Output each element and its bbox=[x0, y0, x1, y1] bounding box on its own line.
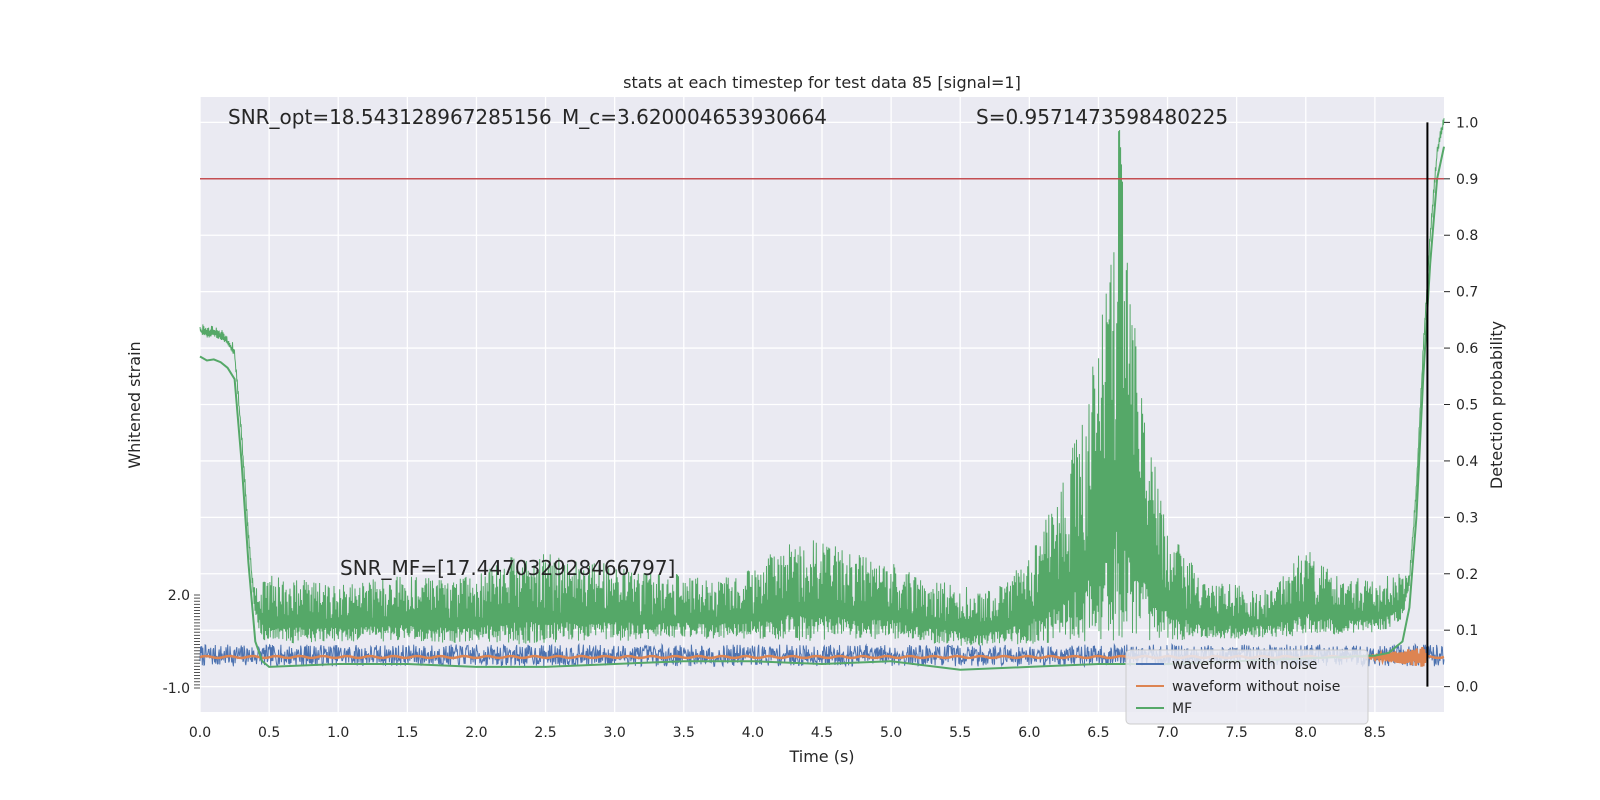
x-tick-label: 7.5 bbox=[1226, 725, 1248, 741]
y-left-axis-label: Whitened strain bbox=[125, 341, 144, 468]
x-tick-label: 3.0 bbox=[604, 725, 626, 741]
x-tick-label: 0.0 bbox=[189, 725, 211, 741]
y-right-axis-label: Detection probability bbox=[1487, 321, 1506, 489]
x-axis-ticks: 0.0 0.5 1.0 1.5 2.0 2.5 3.0 3.5 4.0 4.5 5.0 5.5 6.0 6… bbox=[189, 725, 1386, 741]
annotation-mc: M_c=3.620004653930664 bbox=[562, 105, 827, 129]
x-tick-label: 1.0 bbox=[327, 725, 349, 741]
x-axis-label: Time (s) bbox=[788, 747, 854, 766]
y-right-tick-label: 0.2 bbox=[1456, 567, 1478, 583]
x-tick-label: 2.0 bbox=[465, 725, 487, 741]
y-right-tick-label: 0.6 bbox=[1456, 341, 1478, 357]
overlays bbox=[200, 122, 1444, 687]
y-right-tick-label: 0.8 bbox=[1456, 228, 1478, 244]
y-right-axis-ticks: 0.0 0.1 0.2 0.3 0.4 0.5 0.6 0.7 0.8 0.9 1.0 bbox=[1444, 115, 1478, 696]
y-right-tick-label: 0.1 bbox=[1456, 623, 1478, 639]
mf-smooth-line bbox=[199, 146, 1445, 671]
y-right-tick-label: 0.3 bbox=[1456, 510, 1478, 526]
y-left-tick-label: -1.0 bbox=[163, 681, 190, 697]
x-tick-label: 4.5 bbox=[811, 725, 833, 741]
chart-title: stats at each timestep for test data 85 … bbox=[623, 73, 1021, 92]
y-right-tick-label: 0.7 bbox=[1456, 285, 1478, 301]
annotation-snr-mf: SNR_MF=[17.447032928466797] bbox=[340, 556, 675, 580]
x-tick-label: 5.5 bbox=[949, 725, 971, 741]
legend: waveform with noise waveform without noi… bbox=[1125, 649, 1369, 725]
legend-label-mf: MF bbox=[1172, 701, 1192, 717]
annotation-s: S=0.9571473598480225 bbox=[976, 105, 1228, 129]
x-tick-label: 3.5 bbox=[673, 725, 695, 741]
mf-noisy-line bbox=[199, 118, 1445, 646]
x-tick-label: 2.5 bbox=[534, 725, 556, 741]
y-right-tick-label: 0.0 bbox=[1456, 680, 1478, 696]
legend-label-clean: waveform without noise bbox=[1172, 679, 1340, 695]
x-tick-label: 0.5 bbox=[258, 725, 280, 741]
x-tick-label: 8.0 bbox=[1295, 725, 1317, 741]
y-right-tick-label: 0.9 bbox=[1456, 172, 1478, 188]
y-left-axis-ticks: -1.0 2.0 bbox=[163, 588, 200, 697]
x-tick-label: 1.5 bbox=[396, 725, 418, 741]
y-left-tick-label: 2.0 bbox=[168, 588, 190, 604]
x-tick-label: 8.5 bbox=[1364, 725, 1386, 741]
y-right-tick-label: 0.4 bbox=[1456, 454, 1478, 470]
legend-box bbox=[1125, 649, 1369, 725]
x-tick-label: 4.0 bbox=[742, 725, 764, 741]
x-tick-label: 7.0 bbox=[1156, 725, 1178, 741]
y-right-tick-label: 1.0 bbox=[1456, 115, 1478, 131]
y-right-tick-label: 0.5 bbox=[1456, 398, 1478, 414]
x-tick-label: 5.0 bbox=[880, 725, 902, 741]
annotation-snr-opt: SNR_opt=18.543128967285156 bbox=[228, 105, 552, 129]
legend-label-noise: waveform with noise bbox=[1172, 657, 1317, 673]
x-tick-label: 6.0 bbox=[1018, 725, 1040, 741]
x-tick-label: 6.5 bbox=[1087, 725, 1109, 741]
